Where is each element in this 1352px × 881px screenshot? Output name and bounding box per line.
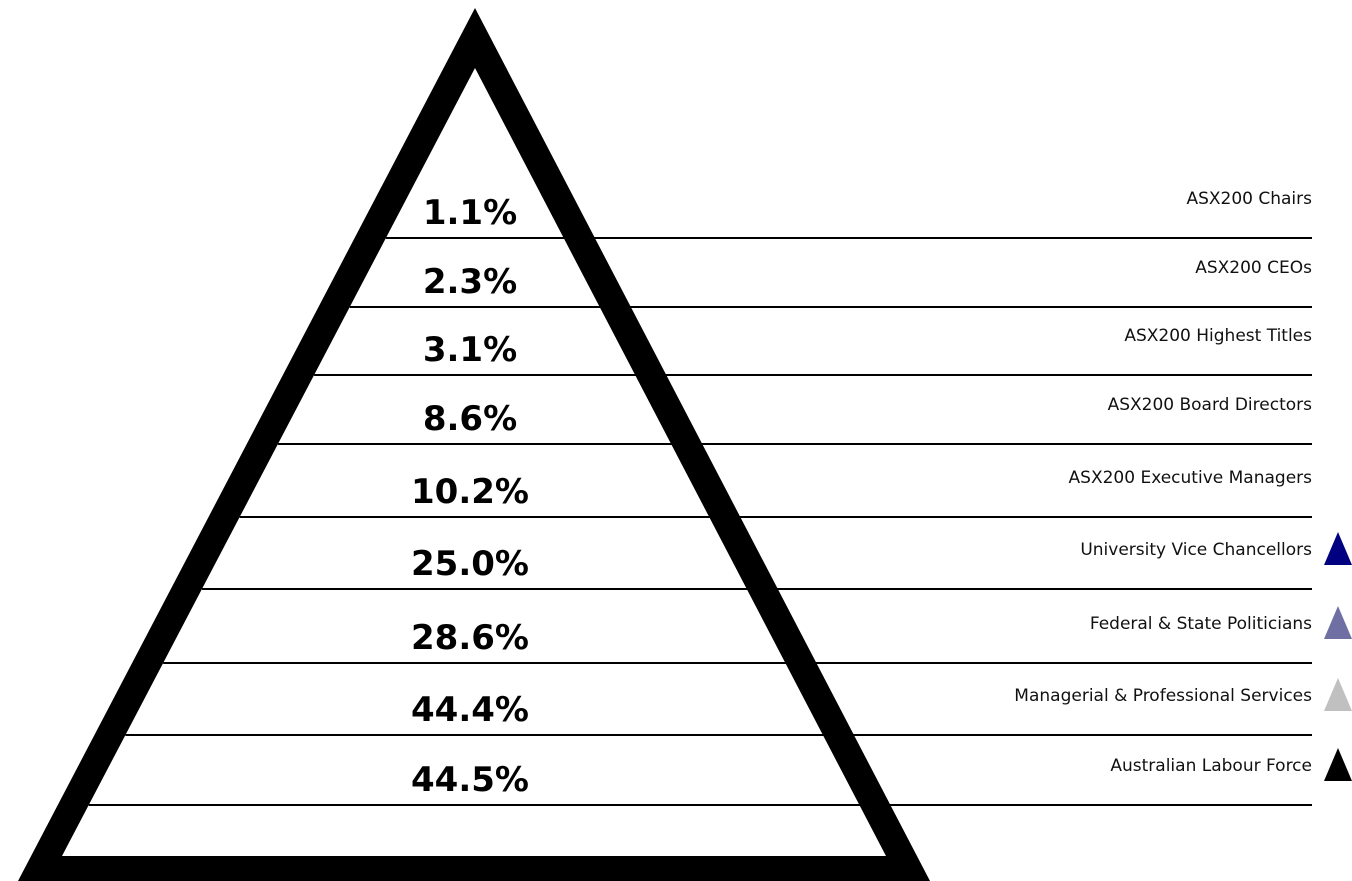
level-label: University Vice Chancellors xyxy=(1080,540,1312,560)
percent-label: 44.5% xyxy=(411,760,529,800)
level-label: ASX200 Board Directors xyxy=(1108,395,1313,415)
percent-label: 28.6% xyxy=(411,618,529,658)
legend-marker xyxy=(1324,532,1352,565)
level-label: ASX200 Chairs xyxy=(1186,189,1312,209)
percent-label: 10.2% xyxy=(411,472,529,512)
percent-label: 1.1% xyxy=(423,193,517,233)
percent-label: 8.6% xyxy=(423,399,517,439)
level-label: Managerial & Professional Services xyxy=(1014,686,1312,706)
legend-marker xyxy=(1324,748,1352,781)
level-label: ASX200 CEOs xyxy=(1195,258,1312,278)
level-label: Federal & State Politicians xyxy=(1090,614,1312,634)
legend-marker xyxy=(1324,678,1352,711)
legend-marker xyxy=(1324,606,1352,639)
level-label: ASX200 Executive Managers xyxy=(1069,468,1313,488)
level-label: ASX200 Highest Titles xyxy=(1124,326,1312,346)
percent-label: 3.1% xyxy=(423,330,517,370)
percent-label: 25.0% xyxy=(411,544,529,584)
percent-label: 44.4% xyxy=(411,690,529,730)
percent-label: 2.3% xyxy=(423,262,517,302)
level-label: Australian Labour Force xyxy=(1110,756,1312,776)
